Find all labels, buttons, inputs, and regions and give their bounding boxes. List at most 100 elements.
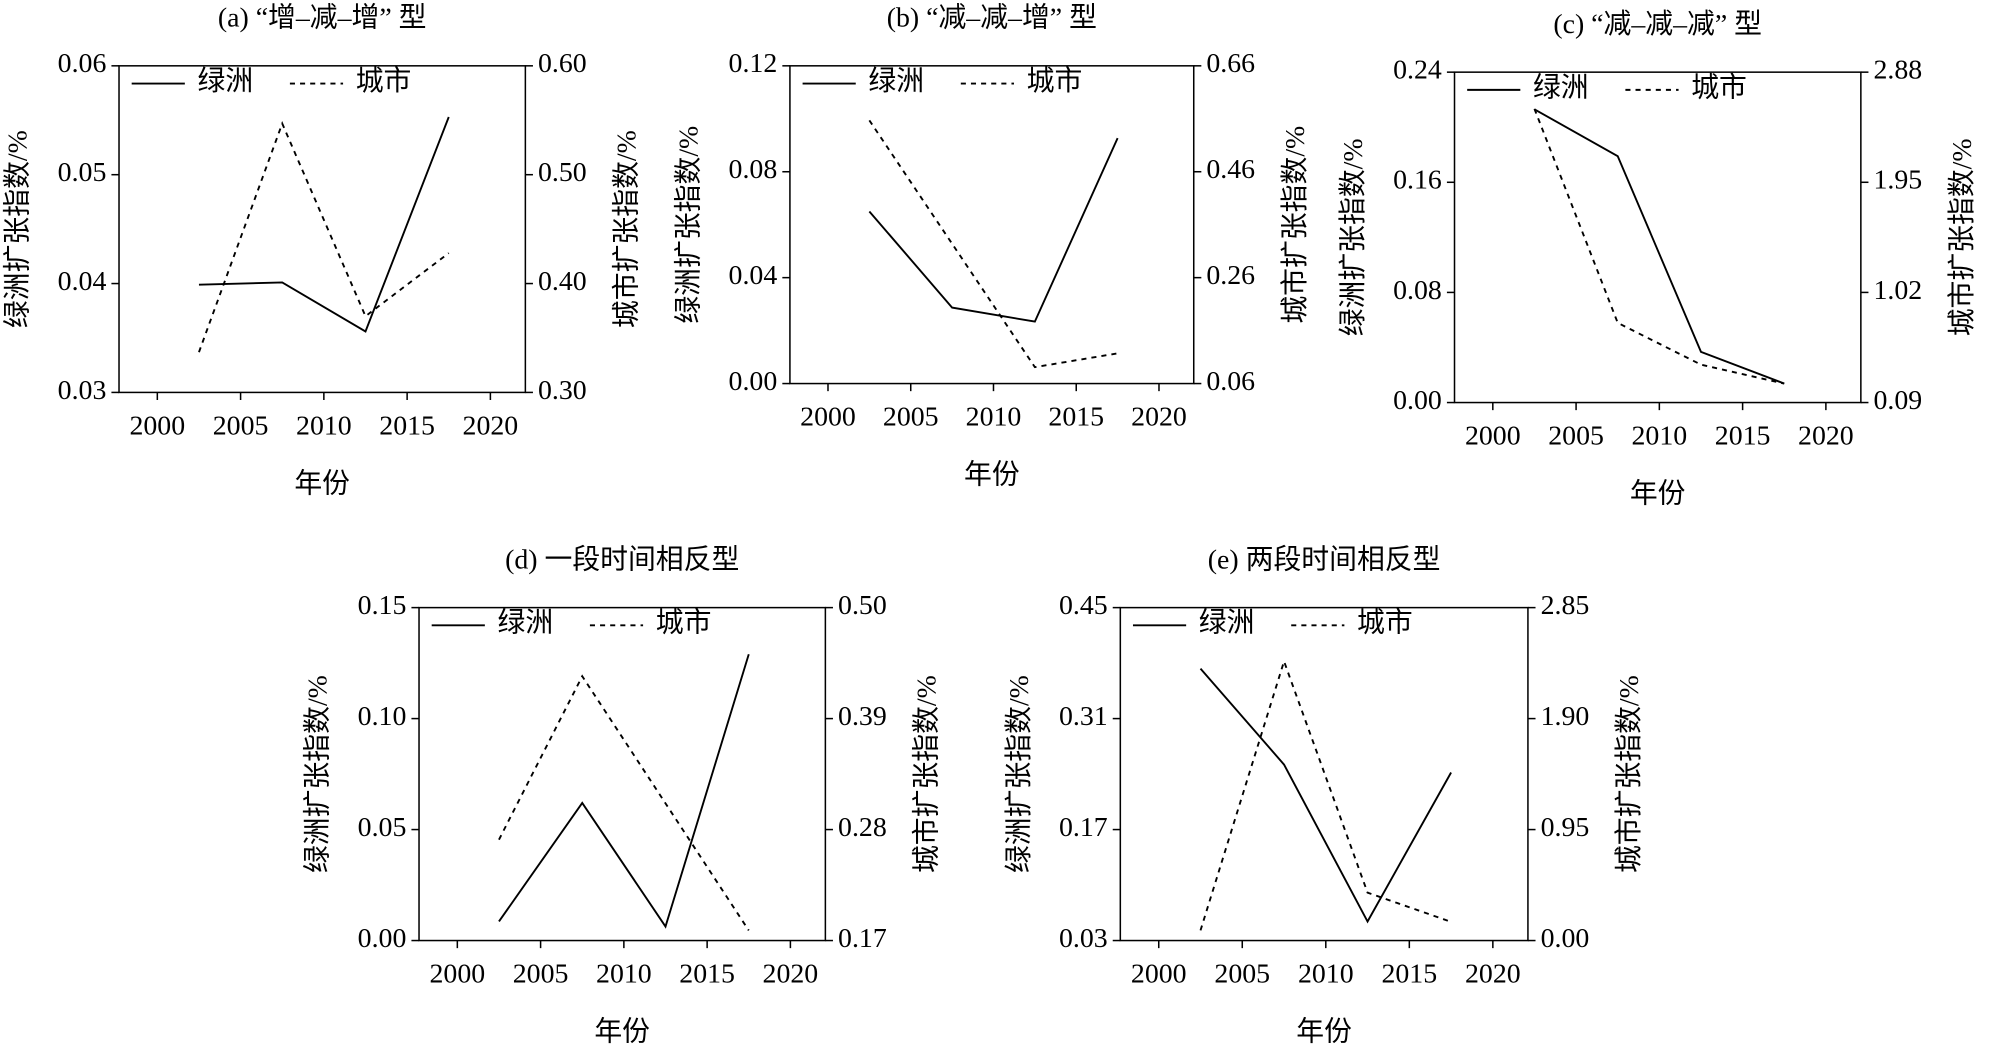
legend-label: 城市 — [1691, 72, 1747, 103]
y-tick-label: 0.03 — [58, 375, 107, 406]
y2-tick-label: 0.00 — [1541, 923, 1590, 954]
data-line — [1533, 108, 1785, 385]
plot-frame — [1453, 71, 1862, 404]
x-tick-label: 2000 — [1131, 958, 1187, 989]
y-axis-label: 绿洲扩张指数/% — [3, 130, 34, 328]
x-tick-label: 2000 — [800, 401, 856, 432]
chart-title: (d) 一段时间相反型 — [505, 544, 739, 575]
y2-tick-label: 0.30 — [538, 375, 587, 406]
y2-tick-label: 0.40 — [538, 266, 587, 297]
x-tick-label: 2005 — [213, 410, 269, 441]
chart-title: (e) 两段时间相反型 — [1208, 544, 1441, 575]
y-tick-label: 0.08 — [1393, 275, 1442, 306]
legend-label: 绿洲 — [198, 66, 254, 97]
y-tick-label: 0.04 — [58, 266, 107, 297]
y-tick-label: 0.24 — [1393, 55, 1442, 86]
legend-label: 绿洲 — [1533, 72, 1589, 103]
y-axis-label: 绿洲扩张指数/% — [1338, 138, 1369, 336]
y-tick-label: 0.08 — [729, 154, 778, 185]
legend-label: 城市 — [356, 66, 412, 97]
x-tick-label: 2010 — [966, 401, 1022, 432]
x-tick-label: 2005 — [883, 401, 939, 432]
data-line — [868, 137, 1119, 323]
y-tick-label: 0.12 — [729, 48, 778, 79]
data-line — [498, 653, 750, 929]
y2-axis-label: 城市扩张指数/% — [1947, 138, 1978, 336]
y2-axis-label: 城市扩张指数/% — [1614, 675, 1645, 873]
data-line — [498, 674, 750, 931]
y2-tick-label: 1.95 — [1874, 165, 1923, 196]
plot-frame — [789, 65, 1195, 385]
chart-title: (c) “减–减–减” 型 — [1553, 9, 1762, 40]
y-tick-label: 0.06 — [58, 48, 107, 79]
x-tick-label: 2020 — [1798, 420, 1854, 451]
y2-tick-label: 2.85 — [1541, 590, 1590, 621]
data-line — [1199, 658, 1452, 931]
y2-axis-label: 城市扩张指数/% — [612, 130, 643, 328]
legend-label: 城市 — [1027, 66, 1083, 97]
legend-label: 城市 — [656, 608, 712, 639]
x-tick-label: 2005 — [513, 958, 569, 989]
x-tick-label: 2015 — [1715, 420, 1771, 451]
y2-tick-label: 0.09 — [1874, 385, 1923, 416]
y2-axis-label: 城市扩张指数/% — [912, 675, 943, 873]
x-tick-label: 2005 — [1548, 420, 1604, 451]
y-tick-label: 0.15 — [358, 590, 407, 621]
chart-title: (b) “减–减–增” 型 — [887, 3, 1097, 34]
x-axis-label: 年份 — [294, 468, 350, 499]
y2-tick-label: 0.39 — [838, 701, 887, 732]
x-tick-label: 2010 — [296, 410, 352, 441]
data-line — [868, 119, 1118, 369]
x-tick-label: 2015 — [1048, 401, 1104, 432]
x-tick-label: 2015 — [679, 958, 735, 989]
x-tick-label: 2020 — [763, 958, 819, 989]
y2-tick-label: 0.60 — [538, 48, 587, 79]
y-tick-label: 0.05 — [358, 812, 407, 843]
y2-tick-label: 0.17 — [838, 923, 887, 954]
x-tick-label: 2010 — [596, 958, 652, 989]
plot-frame — [118, 65, 527, 394]
y2-tick-label: 0.50 — [538, 157, 587, 188]
y-axis-label: 绿洲扩张指数/% — [303, 675, 334, 873]
y2-tick-label: 0.26 — [1206, 260, 1255, 291]
x-tick-label: 2020 — [1465, 958, 1521, 989]
x-tick-label: 2000 — [129, 410, 185, 441]
y-tick-label: 0.00 — [358, 923, 407, 954]
panel: (b) “减–减–增” 型年份 绿洲扩张指数/% 城市扩张指数/% 2000 2005 2… — [674, 3, 1311, 491]
y-tick-label: 0.10 — [358, 701, 407, 732]
y2-tick-label: 0.95 — [1541, 812, 1590, 843]
x-axis-label: 年份 — [964, 460, 1020, 491]
x-axis-label: 年份 — [1630, 479, 1686, 510]
x-tick-label: 2005 — [1214, 958, 1270, 989]
y2-axis-label: 城市扩张指数/% — [1280, 126, 1311, 324]
y2-tick-label: 2.88 — [1874, 55, 1923, 86]
y-tick-label: 0.03 — [1059, 923, 1108, 954]
plot-frame — [418, 606, 827, 942]
y2-tick-label: 0.28 — [838, 812, 887, 843]
y-axis-label: 绿洲扩张指数/% — [1004, 675, 1035, 873]
data-line — [198, 120, 450, 353]
x-axis-label: 年份 — [594, 1017, 650, 1048]
panel: (a) “增–减–增” 型年份 绿洲扩张指数/% 城市扩张指数/% 2000 2005 2… — [3, 3, 643, 500]
y-tick-label: 0.16 — [1393, 165, 1442, 196]
y-tick-label: 0.17 — [1059, 812, 1108, 843]
y-tick-label: 0.00 — [729, 366, 778, 397]
x-tick-label: 2010 — [1298, 958, 1354, 989]
legend-label: 绿洲 — [1199, 608, 1255, 639]
plot-frame — [1119, 606, 1529, 942]
data-line — [198, 116, 450, 333]
x-tick-label: 2010 — [1632, 420, 1688, 451]
chart-title: (a) “增–减–增” 型 — [218, 3, 427, 34]
y-tick-label: 0.31 — [1059, 701, 1108, 732]
x-tick-label: 2015 — [379, 410, 435, 441]
y-tick-label: 0.00 — [1393, 385, 1442, 416]
y2-tick-label: 1.90 — [1541, 701, 1590, 732]
x-axis-label: 年份 — [1296, 1017, 1352, 1048]
y2-tick-label: 0.06 — [1206, 366, 1255, 397]
data-line — [1199, 668, 1452, 924]
data-line — [1533, 108, 1785, 385]
